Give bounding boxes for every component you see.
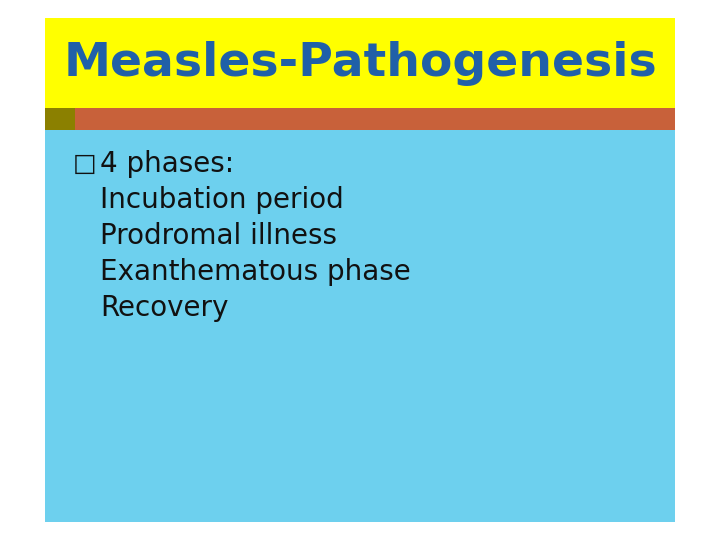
Text: □: □ [73, 152, 96, 176]
Text: Recovery: Recovery [100, 294, 228, 322]
Text: Prodromal illness: Prodromal illness [100, 222, 337, 250]
FancyBboxPatch shape [45, 130, 675, 522]
Text: Incubation period: Incubation period [100, 186, 343, 214]
Text: Measles-Pathogenesis: Measles-Pathogenesis [63, 40, 657, 85]
Text: 4 phases:: 4 phases: [100, 150, 234, 178]
FancyBboxPatch shape [45, 18, 675, 108]
FancyBboxPatch shape [45, 108, 75, 130]
Text: Exanthematous phase: Exanthematous phase [100, 258, 410, 286]
FancyBboxPatch shape [45, 108, 675, 130]
